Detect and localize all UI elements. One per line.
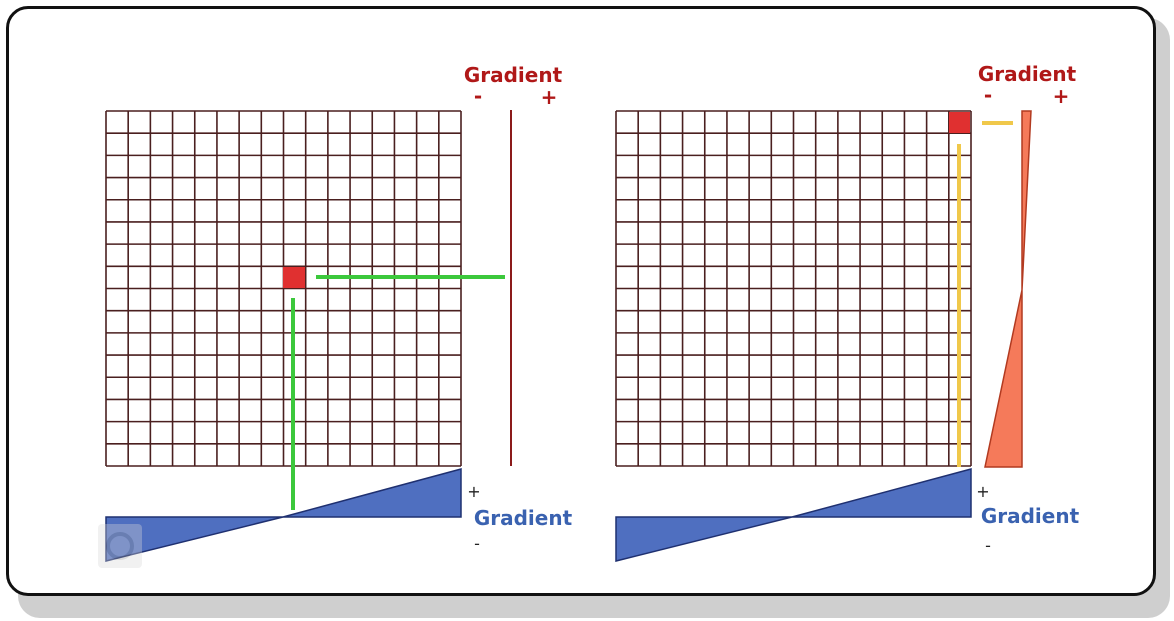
left-horizontal-gradient-plus: + (467, 482, 480, 501)
watermark-icon (98, 524, 142, 568)
left-grid (105, 110, 462, 467)
right-vertical-gradient-minus: - (984, 83, 992, 107)
right-vertical-gradient-title: Gradient (978, 62, 1077, 86)
right-horizontal-gradient-plus: + (976, 482, 989, 501)
right-vertical-gradient-wedge-bottom (984, 289, 1023, 468)
left-selected-cell (283, 267, 305, 288)
left-horizontal-gradient-title: Gradient (474, 506, 573, 530)
left-vertical-gradient-minus: - (474, 84, 482, 108)
right-horizontal-gradient-minus: - (985, 536, 991, 555)
right-panel: Gradient - + + Gradient - (615, 62, 1080, 562)
right-vertical-gradient-plus: + (1053, 84, 1070, 108)
right-horizontal-gradient-wedge-right (791, 468, 972, 518)
left-horizontal-gradient-wedge-right (282, 468, 462, 518)
left-vertical-gradient-title: Gradient (464, 63, 563, 87)
left-panel: Gradient - + + Gradient - (105, 63, 573, 562)
right-grid (615, 110, 972, 467)
right-horizontal-gradient-wedge-left (615, 516, 793, 562)
left-horizontal-gradient-minus: - (474, 534, 480, 553)
right-vertical-gradient-wedge-top (1021, 110, 1032, 291)
right-selected-cell (949, 112, 970, 133)
left-horizontal-gradient-wedge-left (105, 516, 284, 562)
right-horizontal-gradient-title: Gradient (981, 504, 1080, 528)
left-vertical-gradient-plus: + (541, 85, 558, 109)
